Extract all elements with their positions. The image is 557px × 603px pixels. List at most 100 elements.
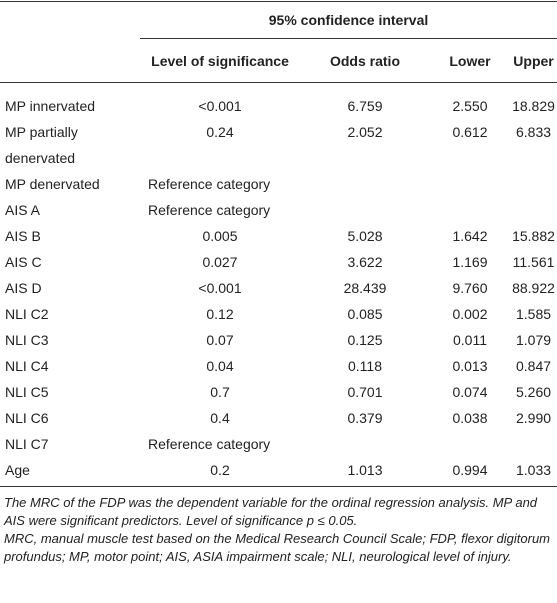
cell: 0.7 xyxy=(210,384,230,400)
table-body: MP innervated <0.001 6.759 2.550 18.829 MP pa… xyxy=(0,83,557,487)
cell: 0.04 xyxy=(206,358,234,374)
cell: 0.4 xyxy=(210,410,230,426)
cell: 28.439 xyxy=(343,280,387,296)
empty-cell xyxy=(430,431,510,457)
cell: 6.833 xyxy=(515,124,552,140)
table-row: MP partially denervated 0.24 2.052 0.612 6.8… xyxy=(0,119,557,171)
data-table: 95% confidence interval Level of signifi… xyxy=(0,1,557,487)
table-row: MP innervated <0.001 6.759 2.550 18.829 xyxy=(0,83,557,120)
table-head: 95% confidence interval Level of signifi… xyxy=(0,1,557,83)
cell: 0.994 xyxy=(430,457,510,487)
cell: 1.585 xyxy=(515,306,552,322)
empty-cell xyxy=(510,171,557,197)
cell: 0.24 xyxy=(206,124,234,140)
blank-cell xyxy=(0,38,140,83)
cell: 5.260 xyxy=(515,384,552,400)
table-row: NLI C3 0.07 0.125 0.011 1.079 xyxy=(0,327,557,353)
cell: 18.829 xyxy=(512,98,555,114)
group-header-row: 95% confidence interval xyxy=(0,1,557,39)
cell: Reference category xyxy=(148,436,271,452)
empty-cell xyxy=(300,431,430,457)
cell: <0.001 xyxy=(198,98,242,114)
column-header: Odds ratio xyxy=(300,38,430,83)
cell: 0.701 xyxy=(347,384,383,400)
cell: 0.125 xyxy=(347,332,383,348)
footnotes: The MRC of the FDP was the dependent var… xyxy=(0,487,557,566)
cell: 0.118 xyxy=(348,358,382,374)
cell: 3.622 xyxy=(347,254,383,270)
row-label: MP partially denervated xyxy=(5,124,78,166)
cell: 6.759 xyxy=(347,98,383,114)
cell: 0.612 xyxy=(452,124,488,140)
cell: 0.027 xyxy=(202,254,238,270)
empty-cell xyxy=(300,197,430,223)
cell: 1.642 xyxy=(452,228,488,244)
table-row: NLI C5 0.7 0.701 0.074 5.260 xyxy=(0,379,557,405)
cell: 1.079 xyxy=(515,332,552,348)
cell: 0.2 xyxy=(140,457,300,487)
cell: 0.12 xyxy=(206,306,234,322)
empty-cell xyxy=(430,171,510,197)
cell: 0.038 xyxy=(452,410,488,426)
empty-cell xyxy=(510,197,557,223)
cell: 15.882 xyxy=(512,228,555,244)
cell: 0.379 xyxy=(347,410,383,426)
cell: 88.922 xyxy=(512,280,555,296)
row-label: AIS D xyxy=(5,280,42,296)
table-row: AIS A Reference category xyxy=(0,197,557,223)
cell: 1.033 xyxy=(510,457,557,487)
row-label: NLI C4 xyxy=(5,358,49,374)
column-header: Upper xyxy=(510,38,557,83)
blank-cell xyxy=(0,2,140,39)
row-label: NLI C3 xyxy=(5,332,49,348)
row-label: NLI C6 xyxy=(5,410,49,426)
row-label: AIS B xyxy=(5,228,41,244)
table-row: NLI C4 0.04 0.118 0.013 0.847 xyxy=(0,353,557,379)
footnote: The MRC of the FDP was the dependent var… xyxy=(4,495,538,528)
footnote: MRC, manual muscle test based on the Med… xyxy=(4,531,550,564)
table-row: NLI C2 0.12 0.085 0.002 1.585 xyxy=(0,301,557,327)
cell: Reference category xyxy=(148,176,271,192)
row-label: Age xyxy=(0,457,140,487)
row-label: MP innervated xyxy=(5,98,96,114)
cell: <0.001 xyxy=(198,280,242,296)
table-row: AIS B 0.005 5.028 1.642 15.882 xyxy=(0,223,557,249)
cell: 0.847 xyxy=(515,358,552,374)
row-label: AIS A xyxy=(5,202,41,218)
cell: 11.561 xyxy=(512,254,555,270)
row-label: AIS C xyxy=(5,254,42,270)
row-label: NLI C5 xyxy=(5,384,49,400)
cell: 0.002 xyxy=(452,306,488,322)
table-row: Age 0.2 1.013 0.994 1.033 xyxy=(0,457,557,487)
cell: 5.028 xyxy=(347,228,383,244)
cell: 0.07 xyxy=(206,332,234,348)
table-row: AIS C 0.027 3.622 1.169 11.561 xyxy=(0,249,557,275)
empty-cell xyxy=(510,431,557,457)
table-row: MP denervated Reference category xyxy=(0,171,557,197)
cell: Reference category xyxy=(148,202,271,218)
table-row: NLI C6 0.4 0.379 0.038 2.990 xyxy=(0,405,557,431)
table-row: NLI C7 Reference category xyxy=(0,431,557,457)
cell: 2.550 xyxy=(452,98,488,114)
cell: 9.760 xyxy=(452,280,488,296)
cell: 0.085 xyxy=(347,306,383,322)
cell: 2.052 xyxy=(347,124,383,140)
cell: 1.013 xyxy=(300,457,430,487)
cell: 0.011 xyxy=(453,332,487,348)
column-header-row: Level of significance Odds ratio Lower Uppe… xyxy=(0,38,557,83)
table-row: AIS D <0.001 28.439 9.760 88.922 xyxy=(0,275,557,301)
column-header: Level of significance xyxy=(140,38,300,83)
cell: 0.013 xyxy=(452,358,488,374)
cell: 1.169 xyxy=(452,254,488,270)
row-label: MP denervated xyxy=(5,176,100,192)
empty-cell xyxy=(300,171,430,197)
column-header: Lower xyxy=(430,38,510,83)
row-label: NLI C7 xyxy=(5,436,49,452)
empty-cell xyxy=(430,197,510,223)
cell: 0.005 xyxy=(202,228,238,244)
cell: 2.990 xyxy=(515,410,552,426)
cell: 0.074 xyxy=(452,384,488,400)
group-header: 95% confidence interval xyxy=(140,1,557,39)
row-label: NLI C2 xyxy=(5,306,49,322)
